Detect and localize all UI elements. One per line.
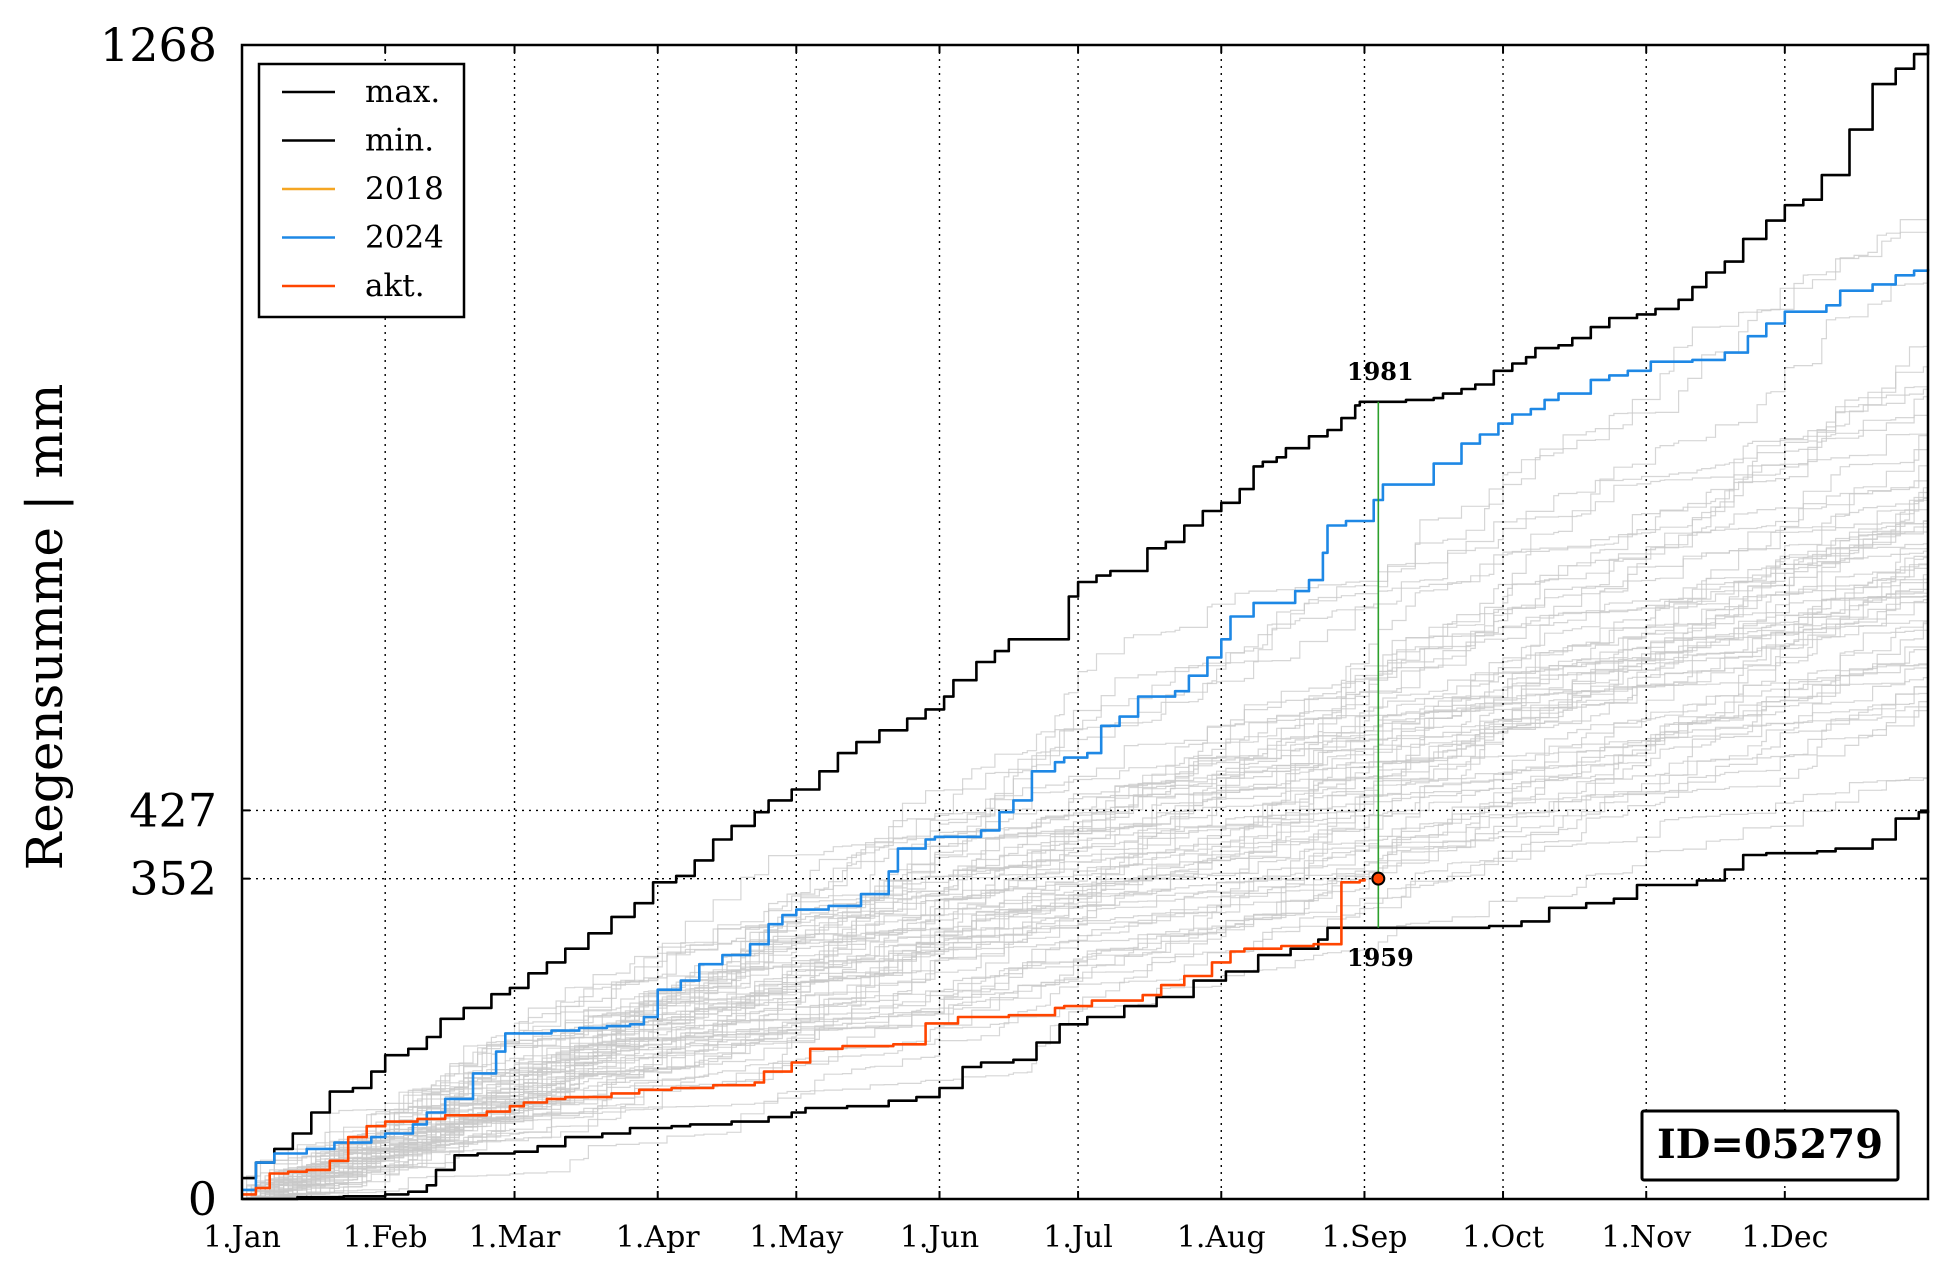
plot-frame: [240, 43, 1930, 1201]
x-tick-label: 1.Jan: [203, 1220, 281, 1255]
series-line-2024: [242, 268, 1930, 1192]
background-year-line: [242, 652, 1929, 1200]
series-line-max: [242, 45, 1930, 1180]
legend: max. min. 2018 2024 akt.: [257, 62, 466, 319]
annotations: 1981 1959: [1347, 357, 1414, 972]
x-tick-label: 1.Oct: [1462, 1220, 1544, 1255]
background-year-line: [242, 591, 1929, 1200]
background-year-line: [242, 512, 1929, 1200]
x-tick-label: 1.Nov: [1601, 1220, 1691, 1255]
legend-label: 2018: [365, 171, 444, 207]
background-year-line: [242, 580, 1929, 1200]
background-year-line: [242, 776, 1929, 1200]
background-year-line: [242, 486, 1929, 1200]
x-tick-label: 1.May: [749, 1220, 843, 1255]
background-year-line: [242, 365, 1929, 1200]
background-year-line: [242, 446, 1929, 1200]
annotation-year-above: 1981: [1347, 357, 1414, 386]
id-box: ID=05279: [1640, 1109, 1900, 1182]
axes: 1.Jan 1.Feb 1.Mar 1.Apr 1.May 1.Jun 1.Jul 1.Aug…: [100, 18, 1928, 1255]
grid-lines: [242, 45, 1928, 1199]
y-tick-label: 0: [188, 1172, 217, 1226]
legend-label: max.: [365, 74, 440, 110]
x-tick-label: 1.Feb: [343, 1220, 428, 1255]
y-tick-label: 1268: [100, 18, 217, 72]
y-tick-label: 352: [129, 852, 217, 906]
background-year-line: [242, 629, 1929, 1200]
id-box-frame: [1640, 1109, 1900, 1182]
series-line-min: [242, 810, 1930, 1201]
background-year-line: [242, 525, 1929, 1200]
background-year-line: [242, 543, 1929, 1200]
background-year-line: [242, 222, 1929, 1200]
background-year-line: [242, 463, 1929, 1200]
background-year-line: [242, 344, 1929, 1200]
x-tick-label: 1.Aug: [1177, 1220, 1266, 1255]
legend-label: min.: [365, 123, 434, 159]
legend-box: [257, 62, 466, 319]
x-tick-label: 1.Sep: [1321, 1220, 1407, 1255]
y-tick-label: 427: [129, 783, 217, 837]
background-year-line: [242, 426, 1929, 1200]
x-tick-label: 1.Jul: [1043, 1220, 1113, 1255]
x-tick-label: 1.Jun: [900, 1220, 979, 1255]
background-year-lines: [242, 205, 1929, 1200]
legend-label: 2024: [365, 220, 444, 256]
y-axis-label: Regensumme | mm: [16, 384, 74, 871]
background-year-line: [242, 669, 1929, 1200]
series-lines: [242, 45, 1930, 1201]
background-year-line: [242, 708, 1929, 1200]
background-year-line: [242, 497, 1929, 1200]
series-line-akt: [242, 878, 1366, 1196]
current-value-marker: [1371, 871, 1386, 886]
background-year-line: [242, 673, 1929, 1200]
legend-label: akt.: [365, 268, 425, 304]
x-tick-label: 1.Apr: [616, 1220, 700, 1255]
background-year-line: [242, 522, 1929, 1200]
background-year-line: [242, 476, 1929, 1200]
id-label: ID=05279: [1657, 1121, 1883, 1168]
background-year-line: [242, 601, 1929, 1200]
x-tick-label: 1.Dec: [1741, 1220, 1828, 1255]
background-year-line: [242, 646, 1929, 1200]
background-year-line: [242, 684, 1929, 1200]
x-tick-label: 1.Mar: [469, 1220, 561, 1255]
annotation-year-below: 1959: [1347, 943, 1414, 972]
background-year-line: [242, 605, 1929, 1200]
background-year-line: [242, 261, 1929, 1200]
background-year-line: [242, 486, 1929, 1200]
